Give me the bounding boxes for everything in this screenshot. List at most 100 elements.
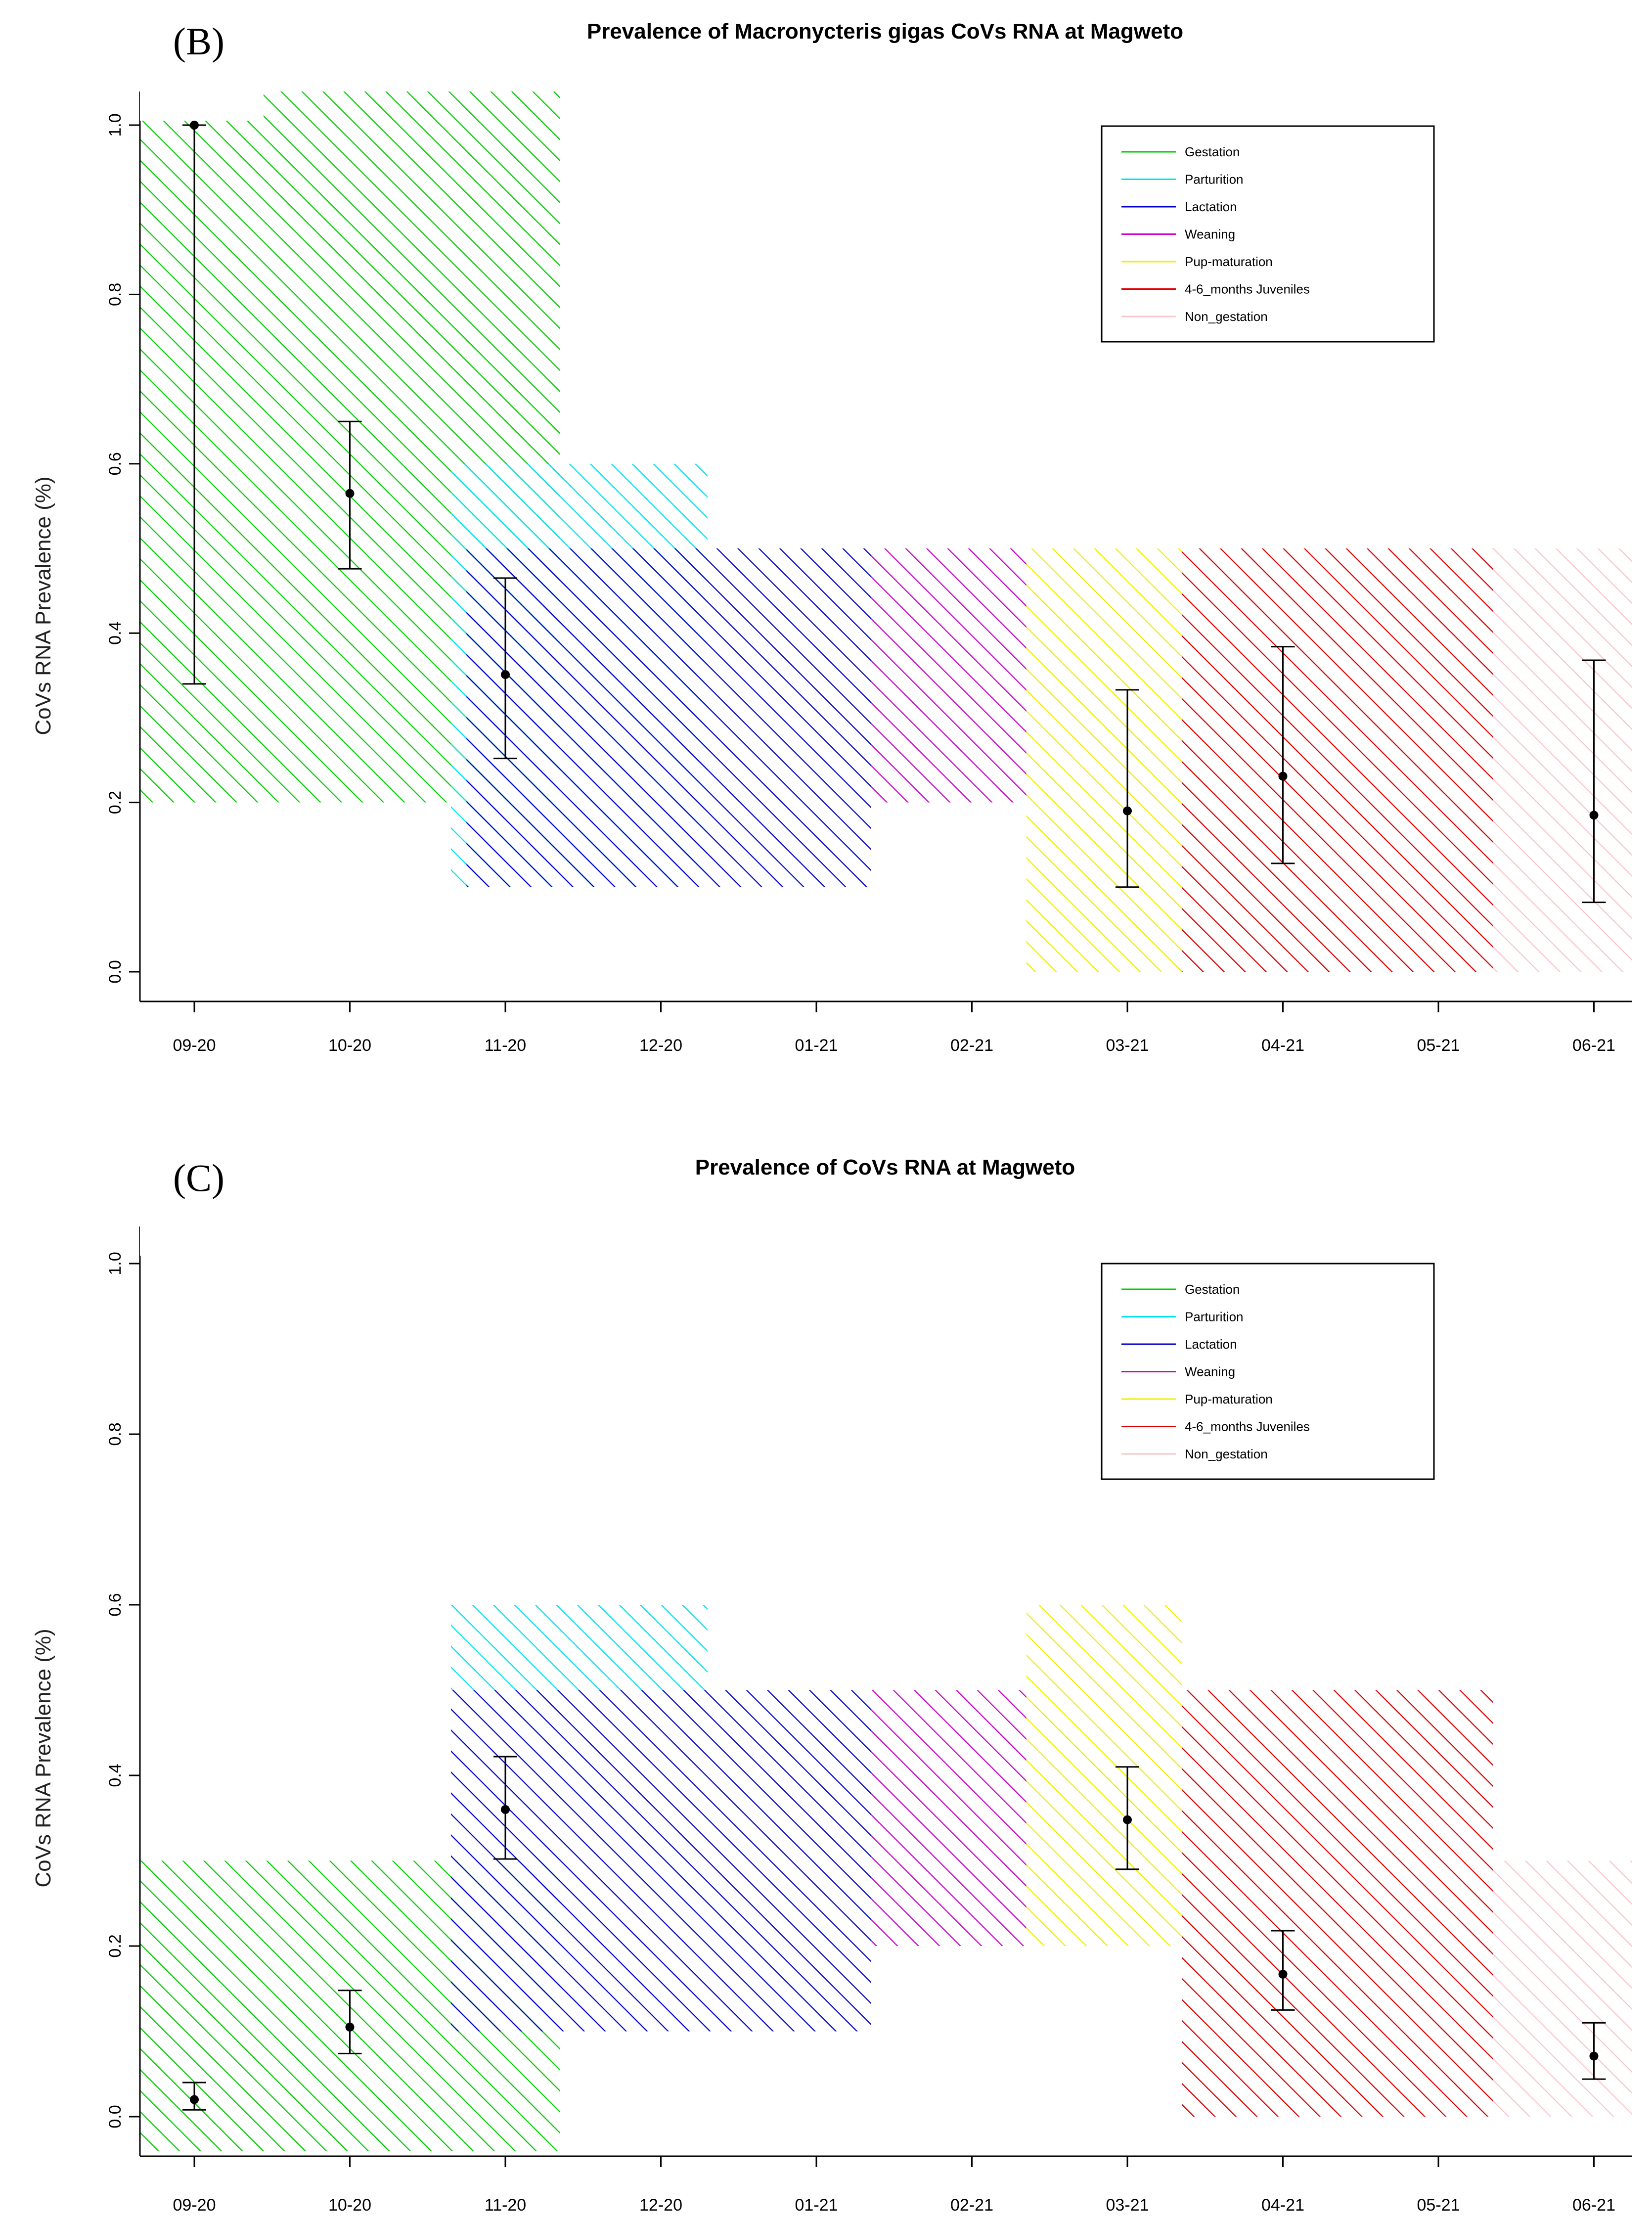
legend-label: Non_gestation <box>1185 1447 1268 1461</box>
x-tick-label: 01-21 <box>795 2196 838 2215</box>
y-tick-label: 1.0 <box>106 113 125 136</box>
chart-panel-c: 0.0 0.2 0.4 0.6 0.8 1.0 09-20 10-20 11-20 12-20 01… <box>31 1155 1632 2215</box>
legend-label: Weaning <box>1185 1364 1235 1379</box>
region-lactation <box>466 548 871 887</box>
x-tick-label: 06-21 <box>1572 2196 1615 2215</box>
panel-letter-backing <box>140 91 264 121</box>
legend-label: Pup-maturation <box>1185 1392 1273 1406</box>
legend-label: 4-6_months Juveniles <box>1185 282 1310 297</box>
legend-item-weaning: Weaning <box>1121 227 1235 242</box>
legend-item-pup-maturation: Pup-maturation <box>1121 1392 1273 1406</box>
legend-item-non-gestation: Non_gestation <box>1121 1447 1268 1461</box>
legend-label: Lactation <box>1185 1337 1237 1352</box>
data-point-04-21 <box>1271 646 1295 864</box>
x-tick-label: 10-20 <box>328 1036 371 1055</box>
y-tick-label: 0.0 <box>106 960 125 983</box>
legend-label: Gestation <box>1185 1282 1240 1297</box>
data-point-04-21 <box>1271 1930 1295 2011</box>
x-tick-label: 01-21 <box>795 1036 838 1055</box>
x-tick-label: 09-20 <box>173 1036 216 1055</box>
point-marker <box>1278 1969 1288 1979</box>
y-tick-label: 0.2 <box>106 791 125 814</box>
x-tick-label: 05-21 <box>1417 2196 1460 2215</box>
x-tick-label: 11-20 <box>485 2196 526 2215</box>
panel-letter: (C) <box>173 1156 224 1199</box>
legend-item-lactation: Lactation <box>1121 1337 1237 1352</box>
point-marker <box>501 1805 510 1814</box>
x-tick-label: 10-20 <box>328 2196 371 2215</box>
y-tick-label: 0.8 <box>106 283 125 306</box>
legend-label: 4-6_months Juveniles <box>1185 1419 1310 1434</box>
point-marker <box>345 489 355 498</box>
legend-item-parturition: Parturition <box>1121 172 1244 187</box>
region-pup-maturation <box>1026 548 1182 972</box>
legend-item-4-6-months-juveniles: 4-6_months Juveniles <box>1121 1419 1310 1434</box>
legend-label: Parturition <box>1185 1310 1244 1324</box>
legend-item-parturition: Parturition <box>1121 1310 1244 1324</box>
x-tick-label: 05-21 <box>1417 1036 1460 1055</box>
legend-item-4-6-months-juveniles: 4-6_months Juveniles <box>1121 282 1310 297</box>
x-tick-label: 02-21 <box>950 1036 993 1055</box>
y-tick-label: 0.2 <box>106 1934 125 1957</box>
point-marker <box>1589 811 1599 820</box>
data-point-03-21 <box>1116 689 1139 888</box>
data-point-09-20 <box>182 121 206 685</box>
chart-title: Prevalence of CoVs RNA at Magweto <box>695 1155 1075 1179</box>
point-marker <box>1123 1815 1132 1824</box>
point-marker <box>1278 771 1288 781</box>
y-tick-label: 0.0 <box>106 2105 125 2128</box>
y-tick-label: 0.4 <box>106 1764 125 1787</box>
region-lactation <box>450 1690 871 2032</box>
point-marker <box>190 121 199 130</box>
legend-label: Gestation <box>1185 144 1240 159</box>
x-tick-label: 12-20 <box>639 1036 682 1055</box>
legend-item-non-gestation: Non_gestation <box>1121 309 1268 324</box>
x-tick-label: 02-21 <box>950 2196 993 2215</box>
legend-label: Parturition <box>1185 172 1244 187</box>
point-marker <box>345 2022 355 2032</box>
point-marker <box>190 2095 199 2104</box>
x-tick-label: 04-21 <box>1261 2196 1304 2215</box>
panel-letter: (B) <box>173 20 224 63</box>
region-weaning <box>871 1690 1027 1946</box>
legend-label: Lactation <box>1185 199 1237 214</box>
legend: Gestation Parturition Lactation Weaning Pup-… <box>1101 125 1435 343</box>
y-axis-label: CoVs RNA Prevalence (%) <box>31 1629 55 1887</box>
legend-label: Pup-maturation <box>1185 254 1273 269</box>
legend-item-lactation: Lactation <box>1121 199 1237 214</box>
y-axis-label: CoVs RNA Prevalence (%) <box>31 476 55 735</box>
legend-label: Non_gestation <box>1185 309 1268 324</box>
region-non-gestation <box>1493 548 1632 972</box>
legend-item-gestation: Gestation <box>1121 144 1240 159</box>
legend-item-weaning: Weaning <box>1121 1364 1235 1379</box>
panel-letter-backing <box>140 1226 264 1256</box>
data-point-10-20 <box>338 1990 362 2054</box>
x-tick-label: 03-21 <box>1106 2196 1149 2215</box>
y-tick-label: 1.0 <box>106 1252 125 1275</box>
legend-label: Weaning <box>1185 227 1235 242</box>
data-point-03-21 <box>1116 1766 1139 1870</box>
data-point-10-20 <box>338 420 362 570</box>
region-weaning <box>871 548 1027 803</box>
region-pup-maturation <box>1026 1605 1182 1946</box>
data-point-11-20 <box>493 1756 517 1860</box>
region-parturition <box>450 1605 708 1690</box>
chart-panel-b: 0.0 0.2 0.4 0.6 0.8 1.0 09-20 10-20 11-20 12-20 01… <box>31 19 1632 1055</box>
legend: Gestation Parturition Lactation Weaning Pup-… <box>1101 1263 1435 1480</box>
x-tick-label: 04-21 <box>1261 1036 1304 1055</box>
y-tick-label: 0.6 <box>106 452 125 475</box>
data-point-06-21 <box>1582 2022 1606 2080</box>
x-tick-label: 03-21 <box>1106 1036 1149 1055</box>
y-tick-label: 0.4 <box>106 622 125 645</box>
x-tick-label: 06-21 <box>1572 1036 1615 1055</box>
region-4-6-months-juveniles <box>1182 548 1493 972</box>
y-tick-label: 0.6 <box>106 1593 125 1616</box>
region-non-gestation <box>1493 1860 1632 2117</box>
point-marker <box>1589 2051 1599 2061</box>
point-marker <box>501 670 510 680</box>
point-marker <box>1123 806 1132 816</box>
x-tick-label: 11-20 <box>485 1036 526 1055</box>
data-point-09-20 <box>182 2082 206 2111</box>
data-point-06-21 <box>1582 659 1606 904</box>
